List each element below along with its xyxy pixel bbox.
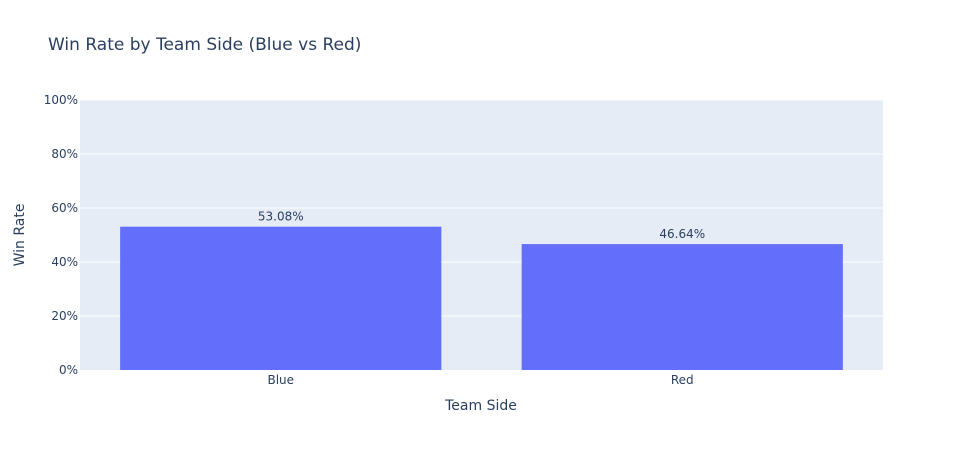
bar-red bbox=[521, 244, 843, 370]
bar-blue bbox=[120, 226, 442, 370]
y-tick-label: 40% bbox=[51, 255, 78, 269]
y-tick-label: 60% bbox=[51, 201, 78, 215]
chart-title: Win Rate by Team Side (Blue vs Red) bbox=[48, 35, 361, 55]
data-label: 53.08% bbox=[258, 210, 304, 224]
y-tick-label: 80% bbox=[51, 147, 78, 161]
y-tick-label: 100% bbox=[44, 93, 78, 107]
data-labels: 53.08% 46.64% bbox=[258, 210, 705, 241]
x-axis-title: Team Side bbox=[444, 398, 517, 414]
bars bbox=[120, 226, 843, 370]
y-tick-label: 20% bbox=[51, 309, 78, 323]
y-axis-ticks: 0% 20% 40% 60% 80% 100% bbox=[44, 93, 78, 377]
y-tick-label: 0% bbox=[59, 363, 78, 377]
data-label: 46.64% bbox=[659, 227, 705, 241]
x-axis-ticks: Blue Red bbox=[267, 373, 693, 387]
x-tick-label: Red bbox=[671, 373, 694, 387]
y-axis-title: Win Rate bbox=[12, 204, 28, 267]
x-tick-label: Blue bbox=[267, 373, 294, 387]
